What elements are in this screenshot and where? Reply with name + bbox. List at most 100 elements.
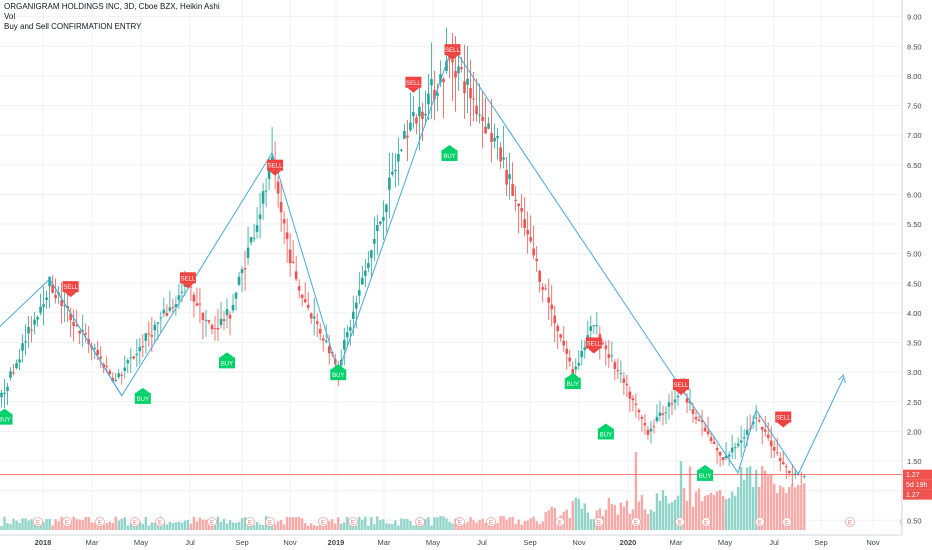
event-marker-label: E xyxy=(248,521,252,527)
volume-bar xyxy=(673,499,677,530)
candle-body xyxy=(574,366,578,370)
chart-legend: ORGANIGRAM HOLDINGS INC, 3D, Cboe BZX, H… xyxy=(4,2,220,32)
volume-bar xyxy=(312,525,316,530)
price-badge xyxy=(903,479,932,490)
buy-pointer xyxy=(565,373,580,379)
candle-body xyxy=(285,232,289,239)
event-marker-icon xyxy=(455,517,465,527)
volume-bars xyxy=(0,452,806,530)
candle-body xyxy=(514,199,517,202)
candle-body xyxy=(168,307,172,311)
buy-signal: BUY xyxy=(564,373,581,390)
volume-bar xyxy=(544,512,547,530)
candle-body xyxy=(367,263,370,268)
volume-bar xyxy=(186,519,190,530)
volume-bar xyxy=(276,521,280,530)
event-marker-label: E xyxy=(597,521,601,527)
candle-body xyxy=(742,437,746,439)
candle-body xyxy=(60,300,63,307)
candle-body xyxy=(592,325,596,327)
sell-pointer xyxy=(269,170,282,176)
candle-body xyxy=(409,122,412,131)
volume-bar xyxy=(782,487,785,530)
candle-body xyxy=(595,325,599,327)
candle-body xyxy=(634,403,638,405)
sell-pointer xyxy=(675,389,688,395)
candle-body xyxy=(246,247,250,258)
buy-label: BUY xyxy=(221,361,233,367)
candle-body xyxy=(580,350,584,358)
volume-bar xyxy=(763,470,767,530)
candle-body xyxy=(754,417,758,419)
price-badge-label: 1.27 xyxy=(906,492,920,499)
candle-body xyxy=(430,79,433,86)
candle-body xyxy=(460,67,463,69)
event-marker-label: E xyxy=(321,521,325,527)
candle-body xyxy=(174,304,178,308)
volume-bar xyxy=(300,518,304,530)
volume-bar xyxy=(607,498,611,530)
candle-body xyxy=(604,345,608,350)
candle-body xyxy=(424,113,427,116)
volume-bar xyxy=(361,519,364,530)
sell-badge xyxy=(775,411,792,423)
buy-badge xyxy=(134,392,151,404)
candle-body xyxy=(198,303,202,305)
volume-bar xyxy=(791,484,794,530)
candle-body xyxy=(448,59,451,61)
candle-body xyxy=(108,370,112,375)
y-axis-bg xyxy=(902,0,932,550)
volume-bar xyxy=(709,492,713,530)
candle-body xyxy=(282,219,286,224)
volume-bar xyxy=(700,501,704,530)
volume-bar xyxy=(727,498,731,530)
sell-label: SELL xyxy=(406,81,421,87)
y-tick-label: 8.00 xyxy=(907,72,922,81)
event-marker-icon xyxy=(701,517,711,527)
volume-bar xyxy=(427,517,430,530)
candle-body xyxy=(153,324,157,331)
volume-bar xyxy=(297,516,301,530)
candle-body xyxy=(697,419,701,421)
volume-bar xyxy=(640,495,644,530)
candle-body xyxy=(709,437,713,442)
volume-bar xyxy=(198,517,202,530)
buy-label: BUY xyxy=(567,382,579,388)
volume-bar xyxy=(760,466,764,530)
sell-signal: SELL xyxy=(673,378,690,395)
volume-bar xyxy=(111,523,114,530)
volume-bar xyxy=(42,522,45,530)
candle-body xyxy=(517,203,520,207)
x-tick-label: Nov xyxy=(572,538,586,547)
candle-body xyxy=(357,290,361,296)
candle-body xyxy=(33,319,36,325)
candle-body xyxy=(306,304,310,308)
candle-body xyxy=(649,428,653,432)
volume-bar xyxy=(261,525,265,530)
volume-bar xyxy=(66,524,69,530)
volume-bar xyxy=(718,489,722,530)
volume-bar xyxy=(703,495,707,530)
sell-pointer xyxy=(407,87,420,93)
candle-body xyxy=(478,114,481,116)
event-marker-label: E xyxy=(65,521,69,527)
price-badges: 1.27 5d 19h 1.27 xyxy=(903,469,932,500)
candle-body xyxy=(84,333,87,335)
candle-body xyxy=(775,452,779,454)
buy-pointer xyxy=(0,408,12,414)
volume-bar xyxy=(316,525,319,530)
candle-body xyxy=(231,304,235,311)
candle-body xyxy=(138,346,142,352)
candle-body xyxy=(415,117,418,124)
volume-bar xyxy=(120,518,123,530)
candle-body xyxy=(210,324,214,330)
volume-bar xyxy=(739,466,743,530)
volume-bar xyxy=(469,517,472,530)
volume-bar xyxy=(72,516,75,530)
volume-bar xyxy=(370,516,373,530)
candle-body xyxy=(117,373,121,378)
volume-bar xyxy=(724,499,728,530)
candle-body xyxy=(721,457,725,461)
volume-bar xyxy=(613,505,617,530)
